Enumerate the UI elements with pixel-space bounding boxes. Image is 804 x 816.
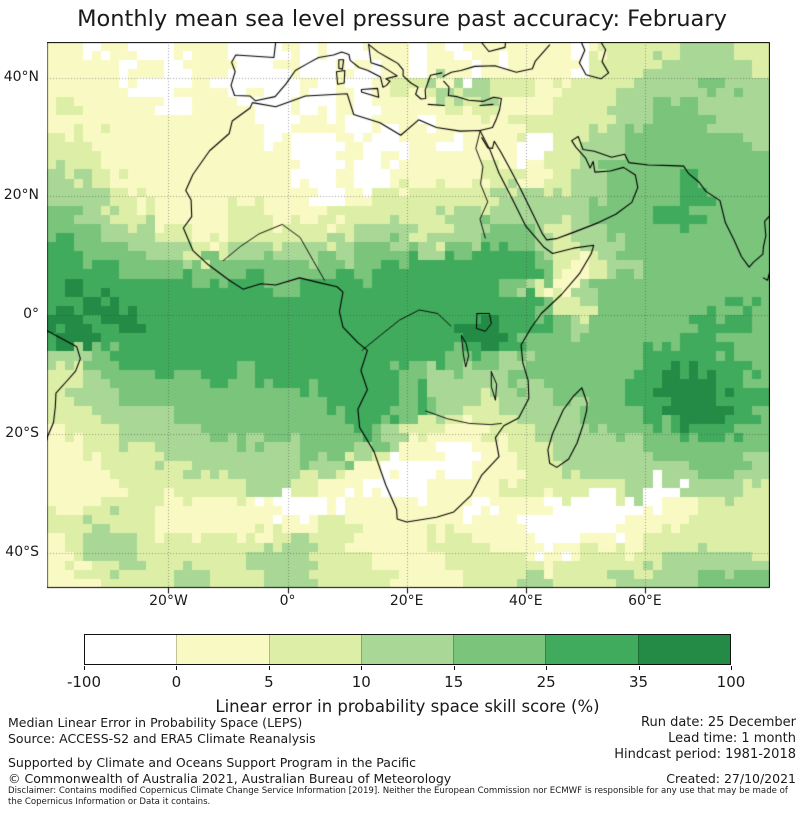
colorbar-segment [545, 635, 638, 664]
y-axis-tick-label: 20°S [5, 425, 39, 442]
map-canvas [47, 42, 770, 594]
page-title: Monthly mean sea level pressure past acc… [77, 6, 727, 32]
x-axis-tick-label: 20°W [149, 593, 188, 609]
colorbar-tick-label: -100 [66, 673, 102, 691]
x-axis-tick-label: 60°E [628, 593, 662, 609]
colorbar-tickmark [268, 666, 270, 670]
footer-disclaimer: Disclaimer: Contains modified Copernicus… [8, 786, 788, 807]
colorbar-ticks: -100 0 5 10 15 25 35 100 [67, 665, 745, 695]
footer-lead-time: Lead time: 1 month [668, 731, 796, 746]
colorbar-tickmark [638, 666, 640, 670]
colorbar-tickmark [361, 666, 363, 670]
footer-hindcast-period: Hindcast period: 1981-2018 [614, 747, 796, 762]
colorbar-tick-label: 25 [536, 673, 556, 691]
footer-supported-line: Supported by Climate and Oceans Support … [8, 755, 417, 770]
footer-leps-line: Median Linear Error in Probability Space… [8, 715, 303, 730]
colorbar-tick-label: 15 [444, 673, 464, 691]
colorbar-tick-label: 10 [351, 673, 371, 691]
colorbar-segment [268, 635, 361, 664]
colorbar-segment [360, 635, 454, 664]
x-axis-tick-label: 40°E [508, 593, 543, 609]
footer-source-line: Source: ACCESS-S2 and ERA5 Climate Reana… [8, 731, 316, 746]
colorbar [84, 634, 731, 665]
y-axis-tick-label: 40°S [5, 543, 39, 560]
y-axis-tick-label: 0° [23, 306, 39, 323]
y-axis-tick-label: 40°N [3, 68, 39, 85]
colorbar-tickmark [546, 666, 548, 670]
colorbar-segment [453, 635, 546, 664]
colorbar-tickmark [731, 666, 732, 670]
colorbar-segment [637, 635, 730, 664]
footer-copyright-line: © Commonwealth of Australia 2021, Austra… [8, 771, 452, 786]
colorbar-segment [176, 635, 269, 664]
colorbar-tickmark [176, 666, 178, 670]
colorbar-segment [85, 635, 177, 664]
footer-created-date: Created: 27/10/2021 [666, 771, 796, 786]
y-axis-tick-label: 20°N [3, 187, 39, 204]
colorbar-tickmark [84, 666, 85, 670]
x-axis-tick-label: 20°E [389, 593, 424, 609]
footer-run-date: Run date: 25 December [641, 715, 796, 730]
colorbar-tick-label: 100 [716, 673, 746, 691]
y-axis: 40°N 20°N 0° 20°S 40°S [0, 0, 42, 620]
colorbar-tick-label: 0 [171, 673, 182, 691]
colorbar-tick-label: 5 [264, 673, 274, 691]
colorbar-tickmark [453, 666, 455, 670]
x-axis-tick-label: 0° [279, 593, 296, 609]
colorbar-tick-label: 35 [629, 673, 649, 691]
colorbar-label: Linear error in probability space skill … [215, 697, 600, 716]
